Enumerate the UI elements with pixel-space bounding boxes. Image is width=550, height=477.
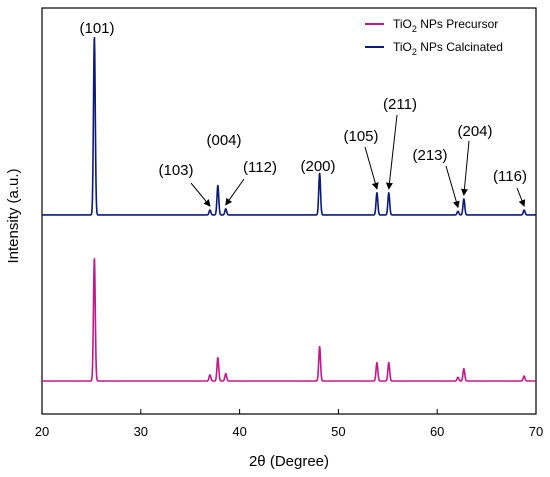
legend-entry: TiO2 NPs Precursor — [393, 17, 498, 34]
peak-annotations: (101) (103) (004)(112) (200) (105) (211) (213)… — [79, 20, 527, 209]
peak-arrow — [445, 165, 460, 209]
plot-frame — [41, 7, 537, 415]
peak-arrow — [460, 140, 470, 196]
x-tick-label: 70 — [529, 424, 543, 439]
peak-label: (213) — [412, 147, 447, 164]
peak-arrow — [364, 146, 379, 190]
peak-arrow — [385, 114, 398, 190]
peak-arrow — [190, 182, 211, 207]
y-axis-title: Intensity (a.u.) — [5, 168, 22, 263]
peak-arrow — [225, 178, 245, 206]
plot-border — [41, 7, 537, 415]
peak-label: (112) — [243, 159, 277, 176]
peak-label: (101) — [79, 20, 114, 37]
series-line-precursor — [41, 257, 537, 382]
legend: TiO2 NPs Precursor TiO2 NPs Calcinated — [365, 17, 503, 57]
x-axis-ticks: 20 30 40 50 60 70 — [35, 409, 543, 439]
peak-label: (105) — [343, 128, 378, 145]
peak-label: (116) — [493, 168, 527, 185]
legend-entry: TiO2 NPs Calcinated — [393, 40, 503, 57]
peak-label: (200) — [300, 158, 335, 175]
x-tick-label: 50 — [331, 424, 345, 439]
x-tick-label: 40 — [232, 424, 246, 439]
x-tick-label: 30 — [134, 424, 148, 439]
peak-label: (103) — [158, 162, 193, 179]
peak-label: (004) — [206, 132, 241, 149]
x-tick-label: 20 — [35, 424, 49, 439]
peak-label: (211) — [383, 96, 417, 113]
peak-label: (204) — [457, 123, 492, 140]
x-tick-label: 60 — [430, 424, 444, 439]
x-axis-title: 2θ (Degree) — [249, 453, 329, 470]
series-layer — [41, 36, 537, 382]
peak-arrow — [516, 187, 526, 207]
series-line-calcinated — [41, 36, 537, 216]
